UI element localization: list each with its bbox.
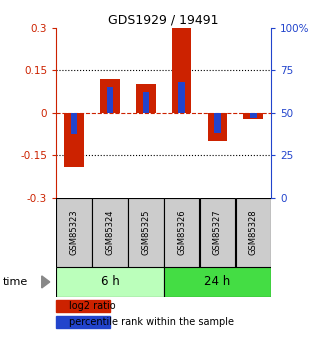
Text: percentile rank within the sample: percentile rank within the sample [69,316,234,326]
Bar [128,198,163,267]
Bar [56,198,92,267]
Bar [236,198,271,267]
Bar [136,85,156,113]
Bar [172,28,192,113]
Text: GSM85324: GSM85324 [105,210,115,255]
Text: GSM85325: GSM85325 [141,210,150,255]
Text: log2 ratio: log2 ratio [69,301,116,311]
Text: GSM85323: GSM85323 [70,210,79,256]
Text: GSM85326: GSM85326 [177,210,186,256]
Text: time: time [3,277,29,287]
Bar [56,300,110,312]
Bar [164,198,199,267]
Bar [243,113,263,118]
Bar [92,198,128,267]
Bar [178,82,185,113]
Text: GSM85328: GSM85328 [249,210,258,256]
Bar [200,198,235,267]
Text: GSM85327: GSM85327 [213,210,222,256]
Text: 6 h: 6 h [100,275,119,288]
Bar [64,113,84,167]
Bar [164,267,271,297]
Bar [208,113,227,141]
Bar [56,267,163,297]
Bar [100,79,120,113]
Title: GDS1929 / 19491: GDS1929 / 19491 [108,13,219,27]
Bar [56,316,110,328]
Bar [250,113,256,118]
Bar [107,87,113,113]
Text: 24 h: 24 h [204,275,230,288]
Bar [214,113,221,133]
Bar [143,92,149,113]
Bar [71,113,77,134]
